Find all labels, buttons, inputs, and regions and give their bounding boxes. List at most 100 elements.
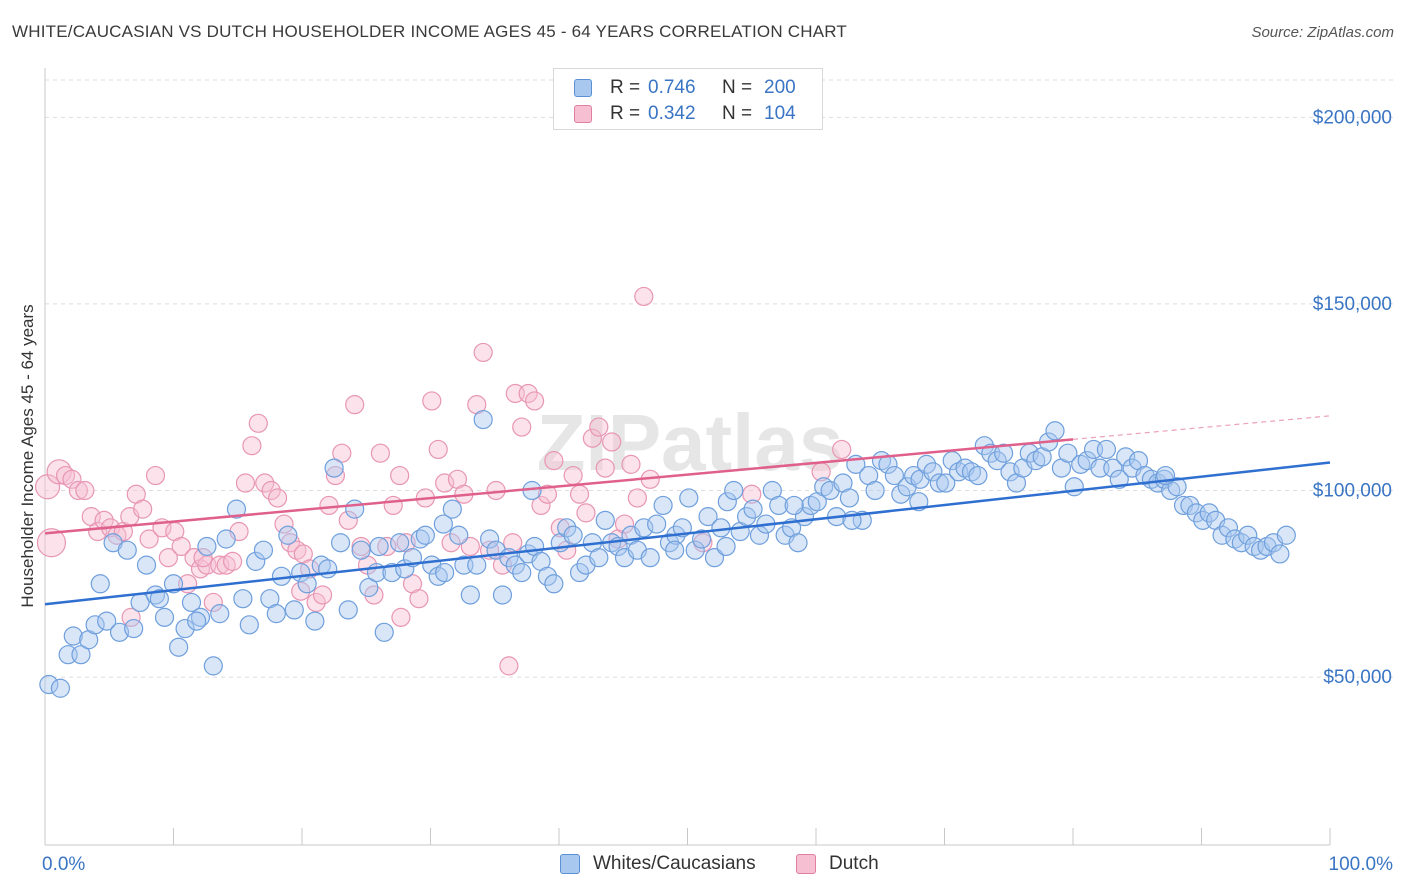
dutch-point: [563, 465, 583, 486]
watermark: ZIPatlas: [537, 398, 844, 487]
white-point: [473, 409, 493, 430]
x-tick-label-min: 0.0%: [42, 854, 85, 875]
dutch-point: [312, 585, 333, 605]
white-point: [665, 540, 685, 560]
white-point: [647, 514, 667, 534]
y-tick-label: $150,000: [1313, 294, 1392, 315]
white-point: [210, 604, 230, 624]
white-point: [569, 562, 590, 583]
white-point: [169, 637, 189, 657]
white-point: [505, 555, 525, 575]
dutch-point: [291, 581, 311, 601]
legend-swatch-whites: [560, 854, 580, 874]
white-point: [692, 529, 712, 549]
legend-label-whites: Whites/Caucasians: [593, 853, 756, 874]
white-point: [305, 611, 325, 631]
source-credit: Source: ZipAtlas.com: [1251, 24, 1394, 41]
white-point: [1180, 495, 1200, 516]
white-point: [480, 529, 500, 549]
dutch-point: [158, 548, 178, 568]
dutch-point: [621, 454, 641, 474]
dutch-point: [345, 395, 365, 415]
dutch-point: [242, 436, 262, 456]
dutch-point: [94, 510, 114, 530]
dutch-point: [531, 495, 551, 516]
dutch-point: [332, 443, 352, 463]
white-point: [187, 611, 207, 631]
dutch-point: [261, 480, 281, 501]
white-point: [788, 533, 808, 553]
white-point: [936, 473, 956, 493]
white-point: [63, 626, 83, 646]
white-point: [181, 592, 202, 613]
white-point: [284, 600, 304, 620]
y-tick-label: $100,000: [1313, 480, 1392, 501]
dutch-point: [589, 417, 609, 437]
dutch-point: [68, 480, 89, 501]
dutch-point: [742, 484, 762, 504]
white-point: [1167, 477, 1187, 497]
white-point: [916, 454, 937, 474]
white-point: [994, 443, 1014, 463]
white-point: [884, 465, 904, 486]
dutch-point: [306, 592, 326, 613]
white-point: [216, 529, 236, 549]
white-point: [203, 656, 223, 676]
white-point: [50, 678, 71, 698]
white-point: [359, 577, 379, 598]
white-point: [71, 645, 91, 665]
grid-layer: [45, 79, 1395, 678]
white-point: [563, 525, 583, 545]
dutch-point: [595, 458, 615, 478]
white-point: [460, 585, 480, 605]
dutch-point: [576, 503, 596, 523]
white-point: [345, 499, 365, 519]
trend-lines: [44, 415, 1331, 606]
white-point: [433, 514, 453, 534]
white-point: [226, 499, 247, 519]
dutch-point: [512, 417, 532, 437]
white-point: [109, 622, 130, 642]
white-point: [1064, 477, 1084, 497]
white-point: [1045, 421, 1065, 441]
trend-line-dutch: [44, 438, 1074, 535]
dutch-point: [537, 484, 558, 504]
white-point: [839, 488, 860, 508]
x-tick-label-max: 100.0%: [1329, 854, 1394, 875]
white-point: [1109, 469, 1129, 489]
n-value: 104: [764, 103, 796, 124]
white-point: [737, 507, 757, 527]
dutch-point: [325, 465, 346, 486]
white-point: [239, 615, 259, 635]
dutch-point: [255, 473, 275, 493]
white-point: [1231, 533, 1251, 553]
white-point: [1212, 525, 1232, 545]
dutch-point: [210, 555, 230, 575]
dutch-point: [524, 391, 545, 411]
r-label: R =: [610, 77, 641, 98]
dutch-point: [569, 484, 590, 504]
dutch-point: [248, 413, 268, 433]
dutch-point: [370, 443, 390, 463]
white-point: [324, 458, 344, 478]
dutch-point: [614, 514, 635, 534]
white-point: [97, 611, 117, 631]
white-point: [124, 618, 144, 639]
white-point: [784, 495, 804, 516]
legend-label-dutch: Dutch: [829, 853, 879, 874]
white-point: [679, 488, 699, 508]
white-point: [716, 536, 736, 557]
trend-line-whites: [44, 461, 1331, 606]
dutch-point: [832, 439, 852, 460]
white-point: [891, 484, 911, 504]
dutch-point: [145, 465, 166, 486]
white-point: [923, 462, 943, 482]
white-point: [175, 618, 195, 639]
white-point: [442, 499, 462, 519]
dutch-point: [203, 592, 223, 613]
white-point: [369, 536, 389, 557]
white-points: [39, 409, 1296, 698]
white-point: [929, 473, 949, 493]
dutch-point: [582, 428, 603, 448]
white-point: [382, 562, 402, 583]
